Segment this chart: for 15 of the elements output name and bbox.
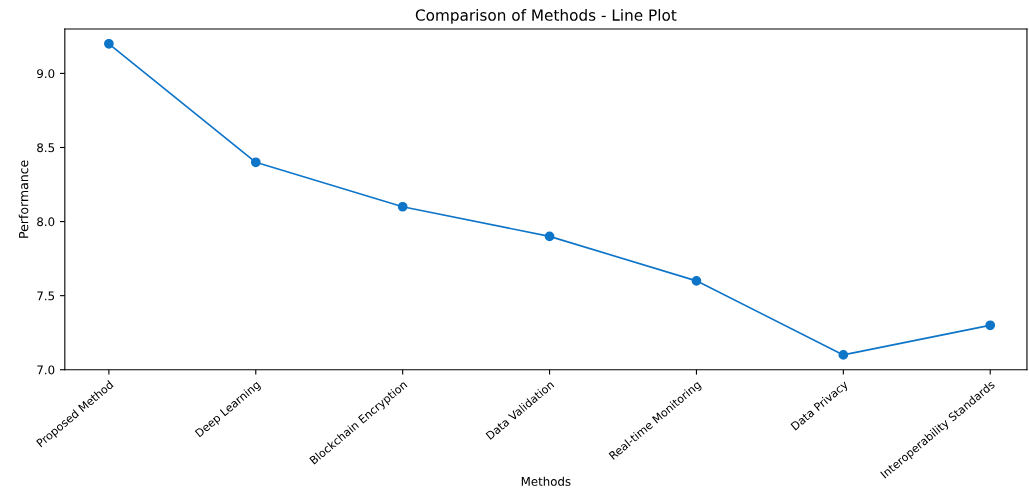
y-tick-label: 7.5	[37, 291, 55, 301]
y-tick-label: 7.0	[37, 365, 55, 375]
x-axis-title: Methods	[521, 476, 571, 486]
y-tick-label: 8.0	[37, 217, 55, 227]
point	[838, 350, 849, 360]
point	[104, 38, 114, 49]
point	[397, 201, 408, 212]
point	[544, 231, 555, 242]
point	[250, 157, 261, 168]
y-tick-label: 8.5	[37, 143, 55, 153]
y-tick-label: 9.0	[37, 69, 55, 79]
point	[691, 275, 702, 286]
point	[985, 320, 996, 331]
y-axis-title: Performance	[18, 160, 29, 238]
chart-title: Comparison of Methods - Line Plot	[415, 9, 677, 24]
